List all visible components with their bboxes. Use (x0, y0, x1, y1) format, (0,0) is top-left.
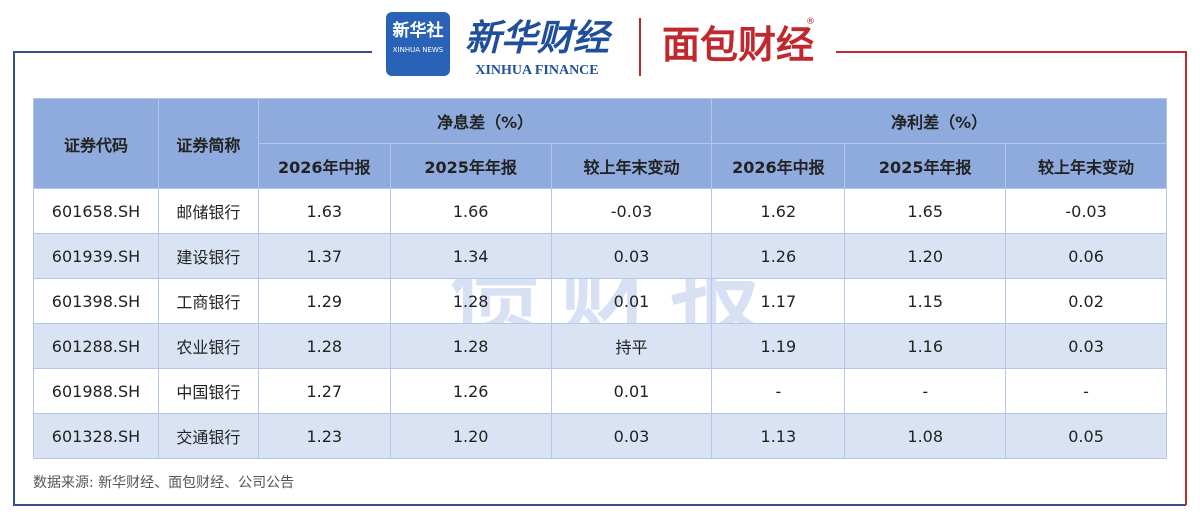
group-header: 净利差（%） (711, 98, 1167, 144)
header-row: 2026年中报 2025年年报 较上年末变动 2026年中报 2025年年报 较上年末变动 (34, 143, 1167, 189)
column-header: 较上年末变动 (1005, 143, 1167, 189)
data-table: 证券代码 证券简称 净息差（%） 净利差（%） 2026年中报 2025年年报 较上年末变动… (33, 98, 1167, 459)
cell: 1.26 (389, 368, 552, 414)
cell: 1.08 (844, 413, 1007, 459)
cell: -0.03 (550, 188, 713, 234)
finance-title: 新华财经 (465, 18, 613, 59)
data-row: 601939.SH 建设银行 1.37 1.34 0.03 1.26 1.20 0.06 (33, 233, 1167, 279)
cell: 601398.SH (33, 278, 159, 324)
cell: 0.03 (550, 233, 713, 279)
cell: - (711, 368, 846, 414)
cell: 0.06 (1005, 233, 1167, 279)
cell: 0.01 (550, 368, 713, 414)
cell: 601288.SH (33, 323, 159, 369)
cell: 工商银行 (157, 278, 259, 324)
data-row: 601658.SH 邮储银行 1.63 1.66 -0.03 1.62 1.65 -0.03 (33, 188, 1167, 234)
cell: 1.13 (711, 413, 846, 459)
column-header: 证券简称 (157, 98, 259, 189)
cell: 1.28 (389, 323, 552, 369)
cell: 1.29 (257, 278, 391, 324)
cell: 0.01 (550, 278, 713, 324)
cell: 建设银行 (157, 233, 259, 279)
cell: 1.37 (257, 233, 391, 279)
cell: 1.15 (844, 278, 1007, 324)
cell: - (1005, 368, 1167, 414)
cell: 1.65 (844, 188, 1007, 234)
cell: 601988.SH (33, 368, 159, 414)
cell: 持平 (550, 323, 713, 369)
partner-mark: ® (806, 17, 815, 27)
cell: 0.02 (1005, 278, 1167, 324)
header-row: 证券代码 证券简称 净息差（%） 净利差（%） (33, 98, 1167, 189)
cell: - (844, 368, 1007, 414)
cell: 0.03 (550, 413, 713, 459)
cell: 1.66 (389, 188, 552, 234)
frame-blue (13, 51, 1186, 506)
cell: 1.28 (389, 278, 552, 324)
cell: 中国银行 (157, 368, 259, 414)
cell: 1.16 (844, 323, 1007, 369)
cell: 0.03 (1005, 323, 1167, 369)
data-row: 601288.SH 农业银行 1.28 1.28 持平 1.19 1.16 0.03 (33, 323, 1167, 369)
column-header: 2026年中报 (711, 143, 846, 189)
cell: 1.23 (257, 413, 391, 459)
cell: 1.63 (257, 188, 391, 234)
column-header: 2026年中报 (257, 143, 391, 189)
cell: 601328.SH (33, 413, 159, 459)
cell: 1.20 (389, 413, 552, 459)
column-header: 较上年末变动 (550, 143, 713, 189)
cell: 1.17 (711, 278, 846, 324)
cell: 0.05 (1005, 413, 1167, 459)
xinhua-logo-en: XINHUA NEWS (393, 46, 444, 54)
cell: 601939.SH (33, 233, 159, 279)
cell: 1.62 (711, 188, 846, 234)
cell: 1.20 (844, 233, 1007, 279)
cell: 1.19 (711, 323, 846, 369)
frame-red (836, 51, 1187, 505)
cell: 1.34 (389, 233, 552, 279)
group-header: 净息差（%） (257, 98, 713, 144)
cell: -0.03 (1005, 188, 1167, 234)
data-row: 601398.SH 工商银行 1.29 1.28 0.01 1.17 1.15 0.02 (33, 278, 1167, 324)
column-header: 2025年年报 (389, 143, 552, 189)
column-header: 2025年年报 (844, 143, 1007, 189)
partner-logo: 面包财经 (662, 23, 814, 67)
cell: 农业银行 (157, 323, 259, 369)
data-row: 601988.SH 中国银行 1.27 1.26 0.01- - - (33, 368, 1167, 414)
xinhua-logo: 新华社 (393, 20, 444, 41)
xinhua-logo-box (386, 12, 450, 76)
cell: 1.28 (257, 323, 391, 369)
cell: 1.26 (711, 233, 846, 279)
cell: 1.27 (257, 368, 391, 414)
data-row: 601328.SH 交通银行 1.23 1.20 0.03 1.13 1.08 0.05 (33, 413, 1167, 459)
cell: 601658.SH (33, 188, 159, 234)
cell: 邮储银行 (157, 188, 259, 234)
finance-title-en: XINHUA FINANCE (475, 63, 598, 78)
cell: 交通银行 (157, 413, 259, 459)
source-note: 数据来源: 新华财经、面包财经、公司公告 (33, 475, 295, 491)
column-header: 证券代码 (33, 98, 159, 189)
